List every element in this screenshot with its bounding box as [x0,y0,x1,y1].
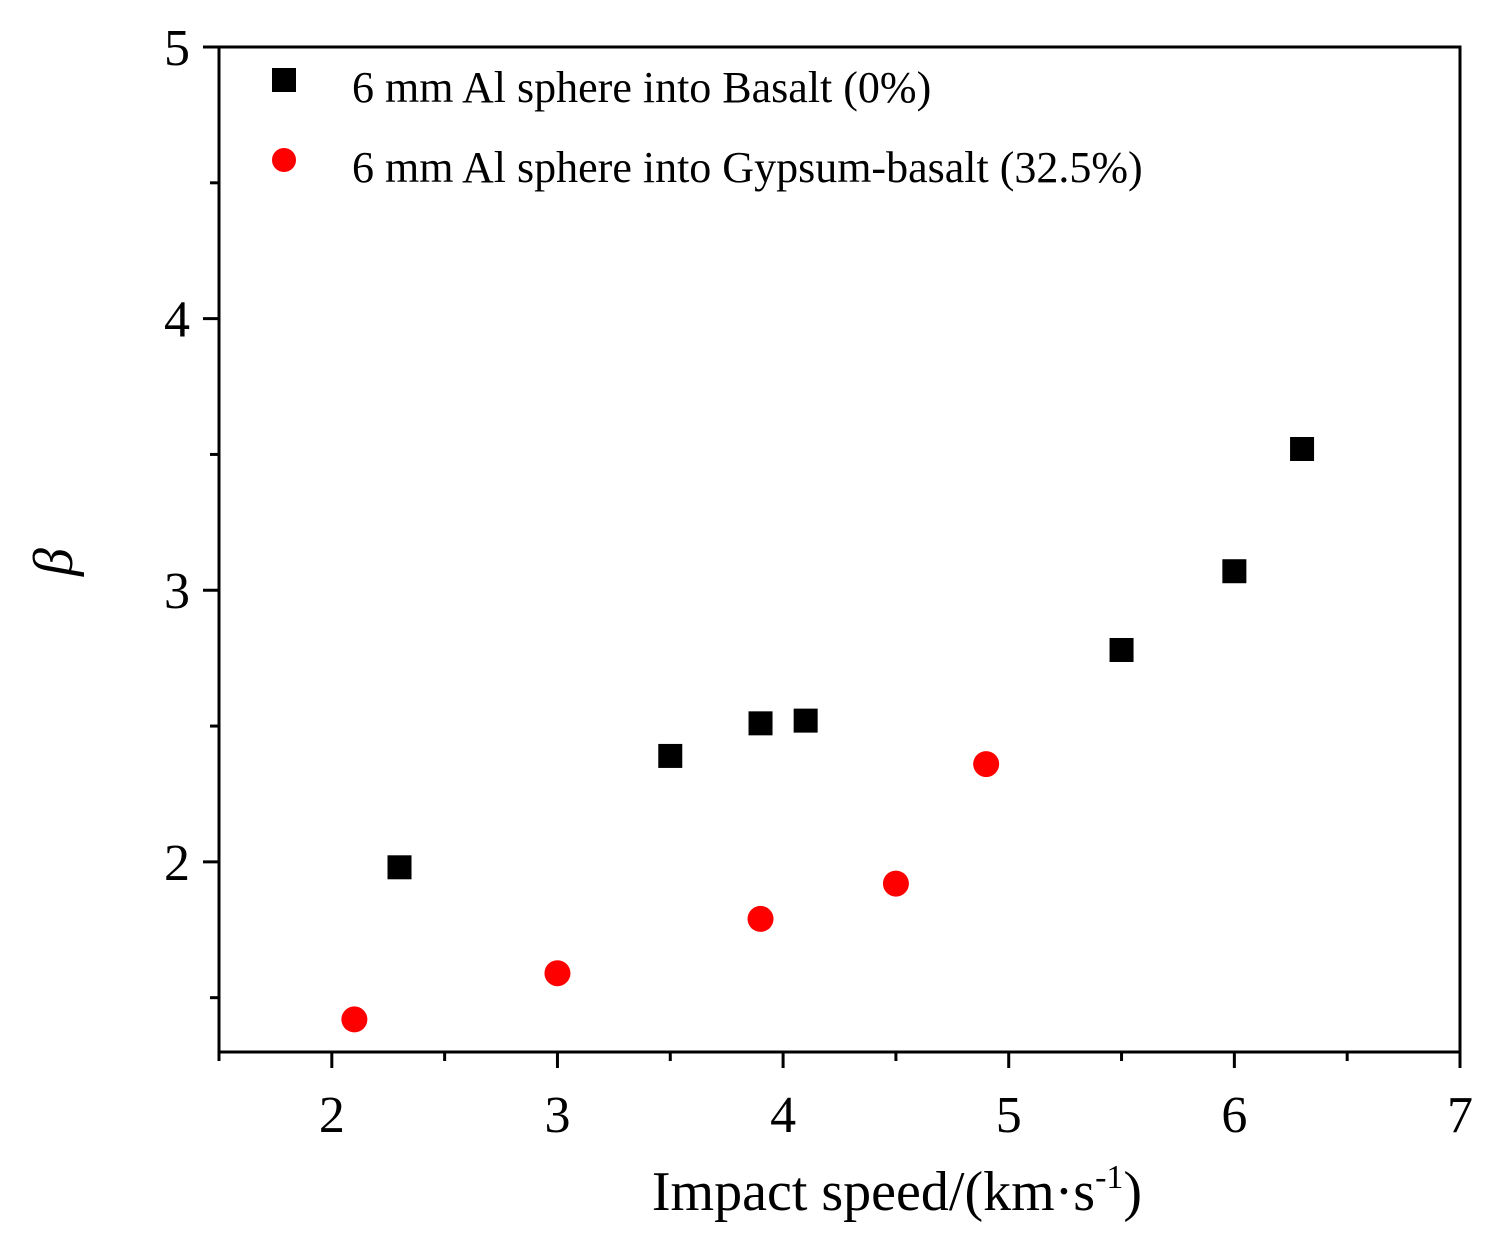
point-gypsum-basalt-2 [747,905,774,932]
y-axis-title: β [23,548,85,577]
x-tick-label-6: 6 [1221,1087,1247,1144]
data-points [341,437,1315,1033]
x-axis-tick-labels: 2 3 4 5 6 7 [319,1087,1473,1144]
y-axis-ticks [203,45,219,1000]
point-basalt-2 [748,711,773,736]
x-axis-title-main: Impact speed/(km·s [652,1161,1095,1223]
point-basalt-0 [387,855,412,880]
x-tick-label-4: 4 [770,1087,796,1144]
x-axis-title-close: ) [1123,1161,1142,1223]
plot-border [217,45,1462,1054]
y-tick-label-3: 3 [164,563,190,620]
point-gypsum-basalt-0 [341,1006,368,1033]
point-gypsum-basalt-1 [544,960,571,987]
point-gypsum-basalt-3 [882,870,909,897]
legend-label-basalt: 6 mm Al sphere into Basalt (0%) [352,63,931,112]
point-basalt-4 [1109,638,1134,662]
x-tick-label-7: 7 [1447,1087,1473,1144]
point-basalt-1 [658,743,683,768]
y-tick-label-4: 4 [164,292,190,349]
point-basalt-6 [1290,437,1315,461]
x-tick-label-5: 5 [996,1087,1022,1144]
point-gypsum-basalt-4 [973,751,1000,778]
x-axis-title-superscript: -1 [1095,1159,1123,1196]
y-tick-label-5: 5 [164,20,190,77]
point-basalt-3 [793,708,818,733]
legend-marker-basalt [272,68,296,92]
point-basalt-5 [1222,559,1247,584]
legend-marker-gypsum-basalt [272,148,296,172]
x-axis-title: Impact speed/(km·s-1) [652,1159,1142,1223]
plot-frame [217,45,1462,1054]
x-tick-label-2: 2 [319,1087,345,1144]
x-tick-label-3: 3 [544,1087,570,1144]
legend: 6 mm Al sphere into Basalt (0%) 6 mm Al … [272,63,1143,192]
y-axis-tick-labels: 2 3 4 5 [164,20,190,892]
x-axis-ticks [217,1052,1462,1068]
legend-label-gypsum-basalt: 6 mm Al sphere into Gypsum-basalt (32.5%… [352,143,1143,192]
y-tick-label-2: 2 [164,835,190,892]
